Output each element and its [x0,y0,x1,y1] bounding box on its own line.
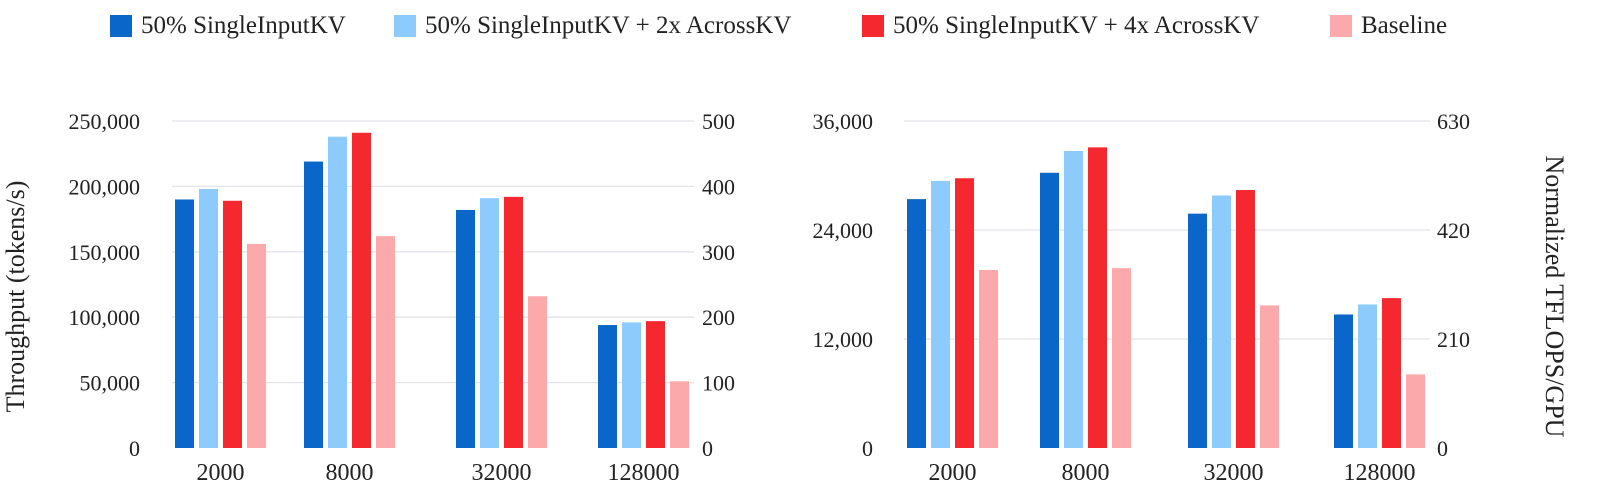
bar [376,236,395,448]
y2-tick-label: 100 [702,371,735,396]
bar [175,199,194,448]
bar [480,198,499,448]
x-tick-label: 8000 [1062,460,1110,486]
y-tick-label: 36,000 [813,109,874,134]
bar [1382,298,1401,448]
chart-legend: 50% SingleInputKV 50% SingleInputKV + 2x… [0,6,1600,46]
bar [1260,305,1279,448]
y-tick-label: 0 [862,436,873,461]
bar [1358,304,1377,448]
x-tick-label: 2000 [929,460,977,486]
bar [1064,150,1083,448]
bar [223,200,242,448]
bar [1088,147,1107,448]
y2-tick-label: 420 [1437,218,1470,243]
bar [1406,374,1425,448]
bar [528,296,547,448]
y-tick-label: 12,000 [813,327,874,352]
y-tick-label: 24,000 [813,218,874,243]
bar [670,381,689,448]
x-tick-label: 128000 [608,460,680,486]
bar [1212,195,1231,448]
x-tick-label: 8000 [326,460,374,486]
legend-swatch [110,15,132,37]
legend-label: 50% SingleInputKV + 4x AcrossKV [893,12,1260,39]
y2-tick-label: 500 [702,109,735,134]
x-tick-label: 32000 [472,460,532,486]
bar [598,325,617,448]
legend-item-baseline: Baseline [1330,6,1447,46]
y-tick-label: 250,000 [69,109,141,134]
bar [907,199,926,448]
bar [979,269,998,448]
bar [247,243,266,448]
y2-tick-label: 400 [702,174,735,199]
bar [931,180,950,448]
bar [1188,213,1207,448]
legend-label: Baseline [1361,12,1448,39]
legend-swatch [1330,15,1352,37]
bar [328,136,347,449]
bar [1040,172,1059,448]
y2-tick-label: 630 [1437,109,1470,134]
bar [1112,268,1131,448]
x-tick-label: 32000 [1204,460,1264,486]
bar [352,132,371,448]
legend-item-singleinputkv: 50% SingleInputKV [110,6,346,46]
y2-tick-label: 0 [1437,436,1448,461]
legend-item-4x-acrosskv: 50% SingleInputKV + 4x AcrossKV [862,6,1259,46]
y-tick-label: 200,000 [69,174,141,199]
y-tick-label: 50,000 [80,371,141,396]
legend-swatch [862,15,884,37]
y2-tick-label: 0 [702,436,713,461]
y2-tick-label: 200 [702,305,735,330]
bar [504,196,523,448]
bar [646,321,665,448]
legend-label: 50% SingleInputKV [141,12,346,39]
y-tick-label: 0 [129,436,140,461]
bar [1334,314,1353,448]
bar [199,189,218,449]
x-tick-label: 2000 [197,460,245,486]
y2-tick-label: 210 [1437,327,1470,352]
axis-title: Normalized TFLOPS/GPU [1540,156,1569,438]
y-tick-label: 100,000 [69,305,141,330]
legend-swatch [394,15,416,37]
legend-item-2x-acrosskv: 50% SingleInputKV + 2x AcrossKV [394,6,791,46]
legend-label: 50% SingleInputKV + 2x AcrossKV [425,12,792,39]
x-tick-label: 128000 [1344,460,1416,486]
bar [456,209,475,448]
y-tick-label: 150,000 [69,240,141,265]
bar [1236,190,1255,449]
y2-tick-label: 300 [702,240,735,265]
bar [304,161,323,448]
bar [955,178,974,448]
bar [622,322,641,448]
axis-title: Throughput (tokens/s) [1,181,30,413]
